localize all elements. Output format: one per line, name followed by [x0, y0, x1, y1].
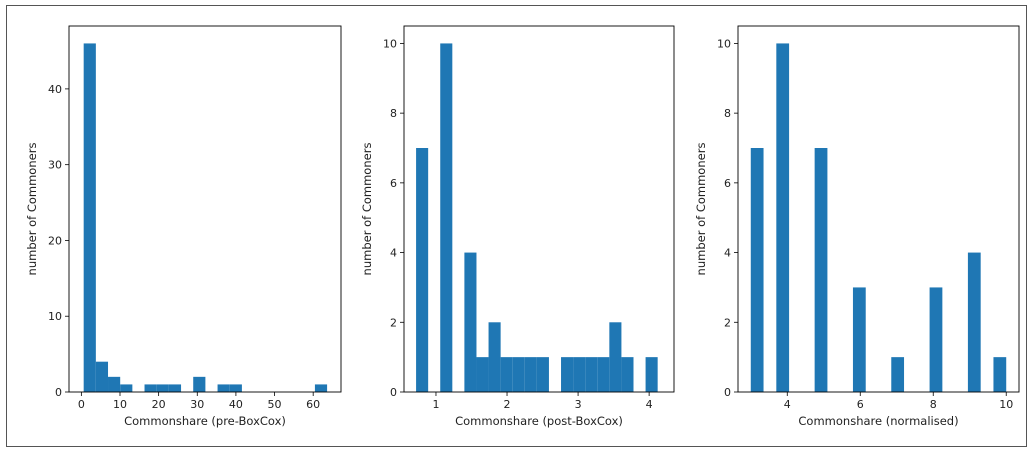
histogram-bar [464, 252, 477, 392]
histogram-bar [229, 384, 242, 392]
histogram-bar [416, 148, 429, 392]
y-tick-label: 4 [724, 247, 731, 260]
y-tick-label: 6 [724, 177, 731, 190]
histogram-bar [597, 357, 610, 392]
y-axis-label: number of Commoners [694, 143, 708, 276]
histogram-bar [852, 287, 866, 392]
x-axis-label: Commonshare (normalised) [798, 414, 958, 428]
histogram-bar [993, 357, 1007, 392]
histogram-bar [440, 43, 453, 393]
histogram-bar [524, 357, 537, 392]
x-tick-label: 50 [268, 398, 282, 411]
histogram-bar [814, 148, 828, 392]
histogram-bar [500, 357, 513, 392]
x-tick-label: 40 [229, 398, 243, 411]
histogram-bar [609, 322, 622, 392]
histogram-bar [314, 384, 328, 392]
x-axis-label: Commonshare (pre-BoxCox) [124, 414, 286, 428]
x-tick-label: 4 [646, 398, 653, 411]
histogram-bar [929, 287, 943, 392]
histogram-bar [561, 357, 574, 392]
y-tick-label: 8 [724, 107, 731, 120]
x-tick-label: 60 [306, 398, 320, 411]
histogram-bar [193, 376, 206, 392]
y-axis-label: number of Commoners [25, 143, 39, 276]
y-tick-label: 0 [724, 386, 731, 399]
histogram-bar [217, 384, 230, 392]
histogram-bar [645, 357, 658, 392]
x-tick-label: 0 [78, 398, 85, 411]
x-tick-label: 2 [504, 398, 511, 411]
x-tick-label: 8 [930, 398, 937, 411]
histogram-bar [891, 357, 905, 392]
x-tick-label: 1 [432, 398, 439, 411]
panel-post-boxcox: 1 2 3 4 0 2 4 6 8 10 Commonshare (post-BoxCox) numb… [360, 25, 675, 428]
y-tick-label: 0 [55, 386, 62, 399]
axes-frame [68, 25, 342, 393]
histogram-bar [144, 384, 157, 392]
histogram-bar [120, 384, 133, 392]
y-tick-label: 0 [390, 386, 397, 399]
histogram-bar [536, 357, 549, 392]
y-tick-label: 10 [717, 37, 731, 50]
histogram-bar [83, 43, 96, 393]
x-tick-label: 30 [190, 398, 204, 411]
histogram-bar [621, 357, 634, 392]
x-tick-label: 6 [857, 398, 864, 411]
histogram-bar [476, 357, 489, 392]
histogram-bar [776, 43, 790, 393]
y-tick-label: 6 [390, 177, 397, 190]
histogram-bar [967, 252, 981, 392]
x-tick-label: 10 [113, 398, 127, 411]
y-tick-label: 2 [390, 316, 397, 329]
y-tick-label: 20 [48, 234, 62, 247]
panel-normalised: 4 6 8 10 0 2 4 6 8 10 Commonshare (normalised) numb… [694, 25, 1020, 428]
panel-pre-boxcox: 0 10 20 30 40 50 60 0 10 20 30 40 Commonshare (pre-B… [25, 25, 342, 428]
x-tick-label: 3 [575, 398, 582, 411]
y-tick-label: 4 [390, 247, 397, 260]
histogram-bar [95, 361, 109, 392]
histogram-bar [108, 376, 121, 392]
axes-frame [737, 25, 1020, 393]
histogram-bar [156, 384, 169, 392]
histogram-bar [488, 322, 501, 392]
y-tick-label: 10 [48, 310, 62, 323]
histogram-bar [512, 357, 525, 392]
x-axis-label: Commonshare (post-BoxCox) [455, 414, 623, 428]
histogram-bar [585, 357, 598, 392]
axes-frame [403, 25, 675, 393]
y-tick-label: 30 [48, 159, 62, 172]
histogram-bar [573, 357, 586, 392]
histogram-bar [750, 148, 764, 392]
x-tick-label: 4 [784, 398, 791, 411]
x-tick-label: 20 [152, 398, 166, 411]
x-tick-label: 10 [999, 398, 1013, 411]
histogram-bar [168, 384, 182, 392]
y-tick-label: 40 [48, 83, 62, 96]
y-axis-label: number of Commoners [360, 143, 374, 276]
y-tick-label: 8 [390, 107, 397, 120]
y-tick-label: 10 [383, 37, 397, 50]
y-tick-label: 2 [724, 316, 731, 329]
